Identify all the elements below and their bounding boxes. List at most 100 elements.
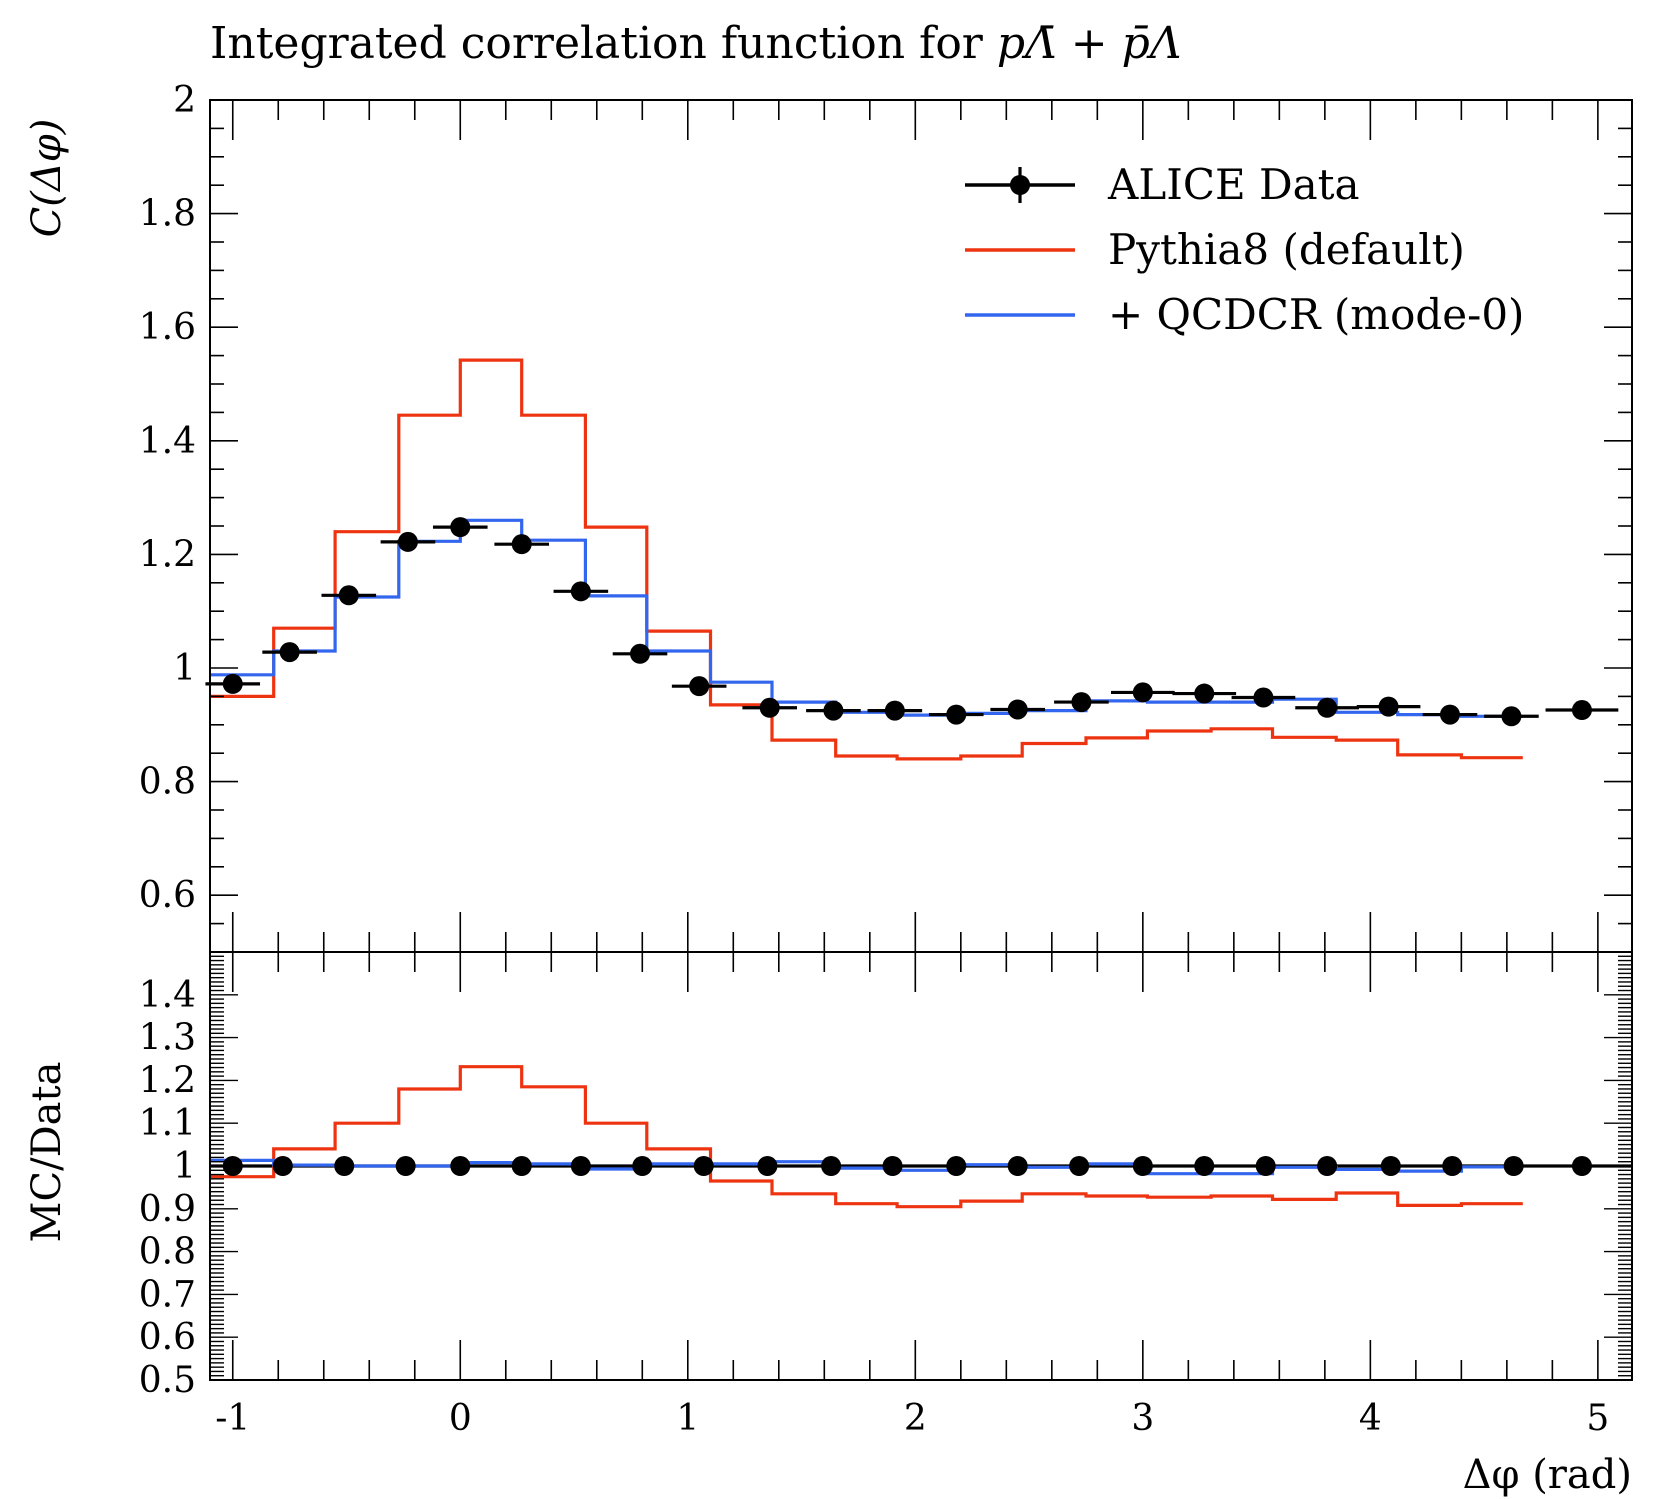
alice-data-point — [380, 531, 436, 552]
alice-ratio-marker — [693, 1156, 714, 1176]
alice-data-marker — [630, 643, 651, 664]
alice-ratio-marker — [1571, 1156, 1592, 1176]
y-tick-label-main: 1 — [173, 648, 196, 689]
main-panel: 0.6 0.8 1 1.2 1.4 1.6 1.8 2 — [139, 80, 1633, 953]
y-tick-label-main: 1.2 — [139, 534, 196, 575]
legend-entry: ALICE Data — [965, 160, 1360, 209]
alice-ratio-marker — [821, 1156, 842, 1176]
chart-title: Integrated correlation function for pΛ̄ … — [210, 18, 1182, 69]
alice-ratio-marker — [272, 1156, 293, 1176]
alice-data-point — [1295, 697, 1359, 718]
alice-data-marker — [511, 534, 532, 555]
y-axis-title-main: C(Δφ) — [24, 119, 70, 238]
x-tick-label: 0 — [449, 1398, 472, 1439]
ratio-y-tick-label: 1.4 — [139, 975, 196, 1016]
alice-data-point — [1545, 700, 1619, 721]
ratio-y-tick-label: 1.1 — [139, 1103, 196, 1144]
ratio-y-tick-label: 1.2 — [139, 1060, 196, 1101]
alice-data-marker — [1439, 704, 1460, 725]
x-tick-label: 2 — [904, 1398, 927, 1439]
alice-ratio-point — [1317, 1156, 1338, 1176]
main-plot-content — [205, 358, 1619, 761]
alice-data-point — [553, 581, 609, 602]
alice-data-point — [1054, 692, 1109, 713]
legend-label: ALICE Data — [1107, 160, 1360, 209]
alice-data-marker — [338, 585, 359, 606]
alice-data-marker — [1571, 700, 1592, 721]
ratio-y-tick-label: 0.5 — [139, 1360, 196, 1401]
alice-data-marker — [759, 697, 780, 718]
alice-ratio-point — [1571, 1156, 1592, 1176]
y-tick-label-main: 0.6 — [139, 875, 196, 916]
ratio-y-tick-label: 0.9 — [139, 1189, 196, 1230]
ratio-y-tick-label: 0.6 — [139, 1317, 196, 1358]
x-tick-label: -1 — [215, 1398, 250, 1439]
alice-ratio-marker — [1069, 1156, 1090, 1176]
alice-ratio-marker — [1503, 1156, 1524, 1176]
legend-label: + QCDCR (mode-0) — [1108, 290, 1524, 339]
alice-data-point — [990, 699, 1045, 720]
alice-ratio-point — [1380, 1156, 1401, 1176]
alice-data-point — [1231, 687, 1296, 708]
y-tick-label-main: 1.6 — [139, 307, 196, 348]
alice-data-point — [1422, 704, 1478, 725]
x-tick-label: 4 — [1359, 1398, 1382, 1439]
alice-data-point — [321, 585, 377, 606]
alice-data-point — [1484, 706, 1539, 727]
alice-ratio-marker — [1317, 1156, 1338, 1176]
alice-data-marker — [1132, 682, 1153, 703]
legend-swatch-marker — [1010, 175, 1030, 195]
alice-ratio-point — [1069, 1156, 1090, 1176]
ratio-y-tick-label: 1.3 — [139, 1018, 196, 1059]
alice-ratio-marker — [570, 1156, 591, 1176]
alice-ratio-point — [757, 1156, 778, 1176]
x-axis-title: Δφ (rad) — [1463, 1452, 1632, 1498]
alice-data-point — [205, 673, 261, 694]
y-tick-label-main: 0.8 — [139, 762, 196, 803]
alice-ratio-point — [272, 1156, 293, 1176]
alice-data-marker — [823, 700, 844, 721]
y-tick-label-main: 2 — [173, 80, 196, 121]
alice-ratio-point — [632, 1156, 653, 1176]
alice-data-marker — [222, 673, 243, 694]
alice-ratio-point — [570, 1156, 591, 1176]
alice-data-marker — [946, 704, 967, 725]
alice-ratio-marker — [1380, 1156, 1401, 1176]
ratio-y-tick-label: 1 — [173, 1146, 196, 1187]
legend: ALICE Data Pythia8 (default) + QCDCR (mode… — [965, 160, 1524, 339]
alice-data-marker — [570, 581, 591, 602]
alice-data-marker — [1194, 683, 1215, 704]
ratio-plot-content — [210, 1065, 1632, 1209]
alice-ratio-marker — [1194, 1156, 1215, 1176]
alice-ratio-point — [395, 1156, 416, 1176]
alice-data-point — [612, 643, 668, 664]
alice-ratio-marker — [334, 1156, 355, 1176]
alice-ratio-marker — [1255, 1156, 1276, 1176]
alice-data-marker — [279, 642, 300, 663]
chart-title-formula: pΛ̄ + p̄Λ — [997, 18, 1182, 69]
ratio-panel: 0.50.60.70.80.911.11.21.31.4-1 0 1 2 3 4 5 — [139, 951, 1633, 1439]
alice-data-marker — [1317, 697, 1338, 718]
alice-ratio-point — [1255, 1156, 1276, 1176]
ratio-y-tick-label: 0.7 — [139, 1274, 196, 1315]
alice-ratio-marker — [1132, 1156, 1153, 1176]
alice-ratio-point — [1503, 1156, 1524, 1176]
alice-ratio-point — [334, 1156, 355, 1176]
y-tick-label-main: 1.4 — [139, 421, 196, 462]
alice-data-point — [262, 642, 317, 663]
alice-data-marker — [450, 517, 471, 538]
alice-ratio-point — [1132, 1156, 1153, 1176]
alice-ratio-marker — [632, 1156, 653, 1176]
alice-ratio-point — [511, 1156, 532, 1176]
alice-data-marker — [1253, 687, 1274, 708]
alice-data-point — [494, 534, 550, 555]
alice-ratio-marker — [395, 1156, 416, 1176]
pythia8-default-histogram — [210, 358, 1523, 761]
alice-data-marker — [1501, 706, 1522, 727]
alice-data-point — [1172, 683, 1237, 704]
alice-ratio-marker — [450, 1156, 471, 1176]
alice-ratio-point — [946, 1156, 967, 1176]
alice-ratio-point — [1007, 1156, 1028, 1176]
alice-data-marker — [689, 676, 710, 697]
